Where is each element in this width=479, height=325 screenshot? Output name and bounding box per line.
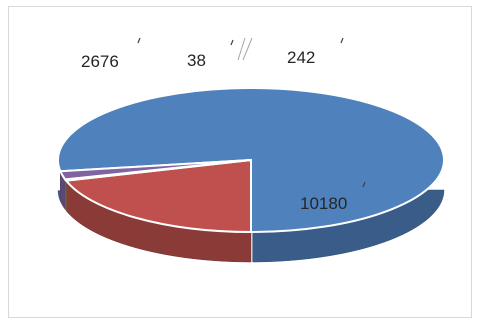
data-labels: 10180 2676 38 242 — [81, 37, 366, 213]
leader-line-1 — [230, 39, 234, 46]
leader-line-small-1 — [242, 37, 253, 61]
leader-line-3 — [362, 181, 366, 188]
pie-slices — [57, 87, 445, 234]
pie-slice-3 — [58, 159, 252, 181]
leader-line-0 — [137, 37, 141, 44]
data-label-2: 38 — [187, 51, 206, 70]
leader-line-small-0 — [237, 37, 246, 61]
data-label-0: 10180 — [300, 194, 347, 213]
leader-line-2 — [340, 37, 344, 44]
data-label-3: 242 — [287, 48, 315, 67]
pie-slice-1 — [64, 158, 252, 234]
data-label-1: 2676 — [81, 52, 119, 71]
